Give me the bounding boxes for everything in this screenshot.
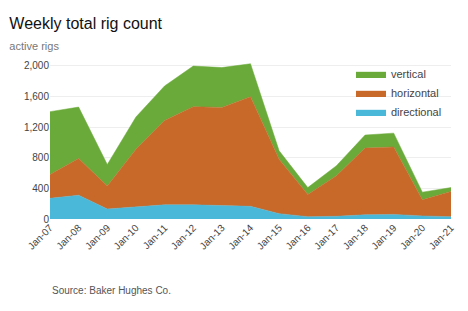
svg-text:vertical: vertical bbox=[391, 68, 426, 80]
svg-text:Jan-21: Jan-21 bbox=[427, 222, 457, 252]
svg-text:Jan-10: Jan-10 bbox=[111, 222, 141, 252]
svg-text:Jan-09: Jan-09 bbox=[83, 222, 113, 252]
svg-text:directional: directional bbox=[391, 106, 441, 118]
svg-text:active rigs: active rigs bbox=[9, 40, 59, 52]
svg-text:Jan-18: Jan-18 bbox=[341, 222, 371, 252]
svg-text:Jan-20: Jan-20 bbox=[398, 222, 428, 252]
svg-text:Jan-07: Jan-07 bbox=[26, 222, 56, 252]
svg-text:Jan-15: Jan-15 bbox=[255, 222, 285, 252]
svg-text:Jan-16: Jan-16 bbox=[283, 222, 313, 252]
svg-text:2,000: 2,000 bbox=[24, 60, 49, 71]
svg-text:400: 400 bbox=[32, 183, 49, 194]
svg-text:horizontal: horizontal bbox=[391, 87, 439, 99]
svg-text:Jan-12: Jan-12 bbox=[169, 222, 199, 252]
svg-text:Jan-13: Jan-13 bbox=[197, 222, 227, 252]
svg-text:Source: Baker Hughes Co.: Source: Baker Hughes Co. bbox=[52, 285, 171, 296]
svg-text:1,200: 1,200 bbox=[24, 122, 49, 133]
svg-text:800: 800 bbox=[32, 152, 49, 163]
svg-text:0: 0 bbox=[43, 214, 49, 225]
svg-text:Weekly total rig count: Weekly total rig count bbox=[9, 15, 162, 32]
svg-text:Jan-11: Jan-11 bbox=[141, 222, 170, 251]
svg-text:Jan-14: Jan-14 bbox=[226, 222, 256, 252]
svg-text:Jan-08: Jan-08 bbox=[54, 222, 84, 252]
svg-text:1,600: 1,600 bbox=[24, 91, 49, 102]
svg-text:Jan-17: Jan-17 bbox=[312, 222, 342, 252]
svg-text:Jan-19: Jan-19 bbox=[369, 222, 399, 252]
